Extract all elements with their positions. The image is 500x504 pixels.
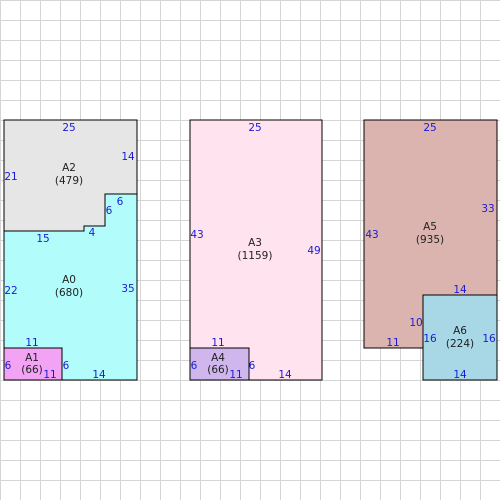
area-a4-value: (66)	[207, 364, 229, 376]
dim-a3-top: 25	[248, 122, 261, 134]
dim-a5-bottom: 11	[386, 337, 399, 349]
area-a6-value: (224)	[446, 338, 474, 350]
dim-a3-left: 43	[190, 229, 203, 241]
dim-a4-top: 11	[211, 337, 224, 349]
dim-a3-right: 49	[307, 245, 320, 257]
area-a2-value: (479)	[55, 175, 83, 187]
area-a0-value: (680)	[55, 287, 83, 299]
area-a6-label: A6	[453, 325, 467, 337]
dim-a5-top: 25	[423, 122, 436, 134]
dim-a6-bottom: 14	[453, 369, 467, 381]
dim-a2-left: 21	[4, 171, 17, 183]
area-a0-label: A0	[62, 274, 76, 286]
dim-a6-right: 16	[482, 333, 496, 345]
dim-a5-right: 33	[481, 203, 494, 215]
dim-a5-left: 43	[365, 229, 378, 241]
area-a1	[3, 347, 63, 381]
area-a1-label: A1	[25, 352, 39, 364]
dim-a1-left: 6	[5, 360, 12, 372]
area-a6	[422, 294, 498, 381]
dim-a1-bottom: 11	[43, 369, 56, 381]
dim-a6-left: 16	[423, 333, 437, 345]
area-a3-value: (1159)	[238, 250, 273, 262]
area-a5-label: A5	[423, 221, 437, 233]
area-a2-label: A2	[62, 162, 76, 174]
area-a4	[189, 347, 250, 381]
area-a5-value: (935)	[416, 234, 444, 246]
dim-a0-top: 15	[36, 233, 49, 245]
dim-a4-bottom: 11	[229, 369, 242, 381]
dim-a1-top: 11	[25, 337, 38, 349]
dim-a2-right: 14	[121, 151, 135, 163]
dim-a4-right: 6	[249, 360, 256, 372]
dim-a6-top: 14	[453, 284, 467, 296]
dim-a4-left: 6	[191, 360, 198, 372]
dim-a2-top: 25	[62, 122, 75, 134]
area-a3-label: A3	[248, 237, 262, 249]
dim-a5-inner: 10	[409, 317, 422, 329]
dim-a3-bottom: 14	[278, 369, 292, 381]
dim-a1-right: 6	[63, 360, 70, 372]
dim-a0-right: 35	[121, 283, 134, 295]
dim-a0-left: 22	[4, 285, 17, 297]
area-a4-label: A4	[211, 352, 225, 364]
dim-a2-step-right: 6	[117, 196, 124, 208]
area-a1-value: (66)	[21, 364, 43, 376]
dim-a0-bottom: 14	[92, 369, 106, 381]
dim-a2-step-bottom: 4	[89, 227, 96, 239]
dim-a0-notch: 6	[106, 205, 113, 217]
